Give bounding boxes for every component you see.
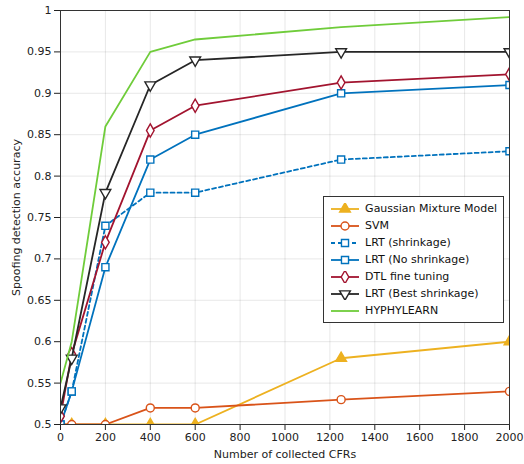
svg-text:0.85: 0.85 [27, 128, 52, 141]
svg-text:0.75: 0.75 [27, 211, 52, 224]
html-text:SVM: SVM [365, 219, 390, 232]
svg-text:1000: 1000 [271, 431, 299, 444]
svg-text:400: 400 [140, 431, 161, 444]
svg-text:0.9: 0.9 [34, 87, 52, 100]
svg-text:0.55: 0.55 [27, 377, 52, 390]
html-text:HYPHYLEARN: HYPHYLEARN [365, 304, 439, 317]
svg-text:1400: 1400 [361, 431, 389, 444]
svg-text:1800: 1800 [451, 431, 479, 444]
svg-text:2000: 2000 [496, 431, 524, 444]
html-text:Gaussian Mixture Model: Gaussian Mixture Model [365, 202, 497, 215]
svg-text:0.5: 0.5 [34, 418, 52, 431]
svg-text:1: 1 [45, 4, 52, 17]
svg-text:0: 0 [57, 431, 64, 444]
html-text:LRT (Best shrinkage): LRT (Best shrinkage) [365, 287, 479, 300]
svg-text:0.95: 0.95 [27, 45, 52, 58]
svg-text:800: 800 [230, 431, 251, 444]
svg-text:600: 600 [185, 431, 206, 444]
svg-text:200: 200 [95, 431, 116, 444]
svg-text:0.65: 0.65 [27, 294, 52, 307]
svg-text:0.7: 0.7 [34, 252, 52, 265]
svg-text:0.8: 0.8 [34, 170, 52, 183]
svg-text:1200: 1200 [316, 431, 344, 444]
html-text:LRT (shrinkage): LRT (shrinkage) [365, 236, 451, 249]
html-text:DTL fine tuning: DTL fine tuning [365, 270, 450, 283]
svg-text:0.6: 0.6 [34, 335, 52, 348]
svg-text:1600: 1600 [406, 431, 434, 444]
svg-text:Spoofing detection accuracy: Spoofing detection accuracy [10, 139, 23, 296]
html-text:LRT (No shrinkage): LRT (No shrinkage) [365, 253, 470, 266]
svg-text:Number of collected CFRs: Number of collected CFRs [214, 448, 357, 461]
